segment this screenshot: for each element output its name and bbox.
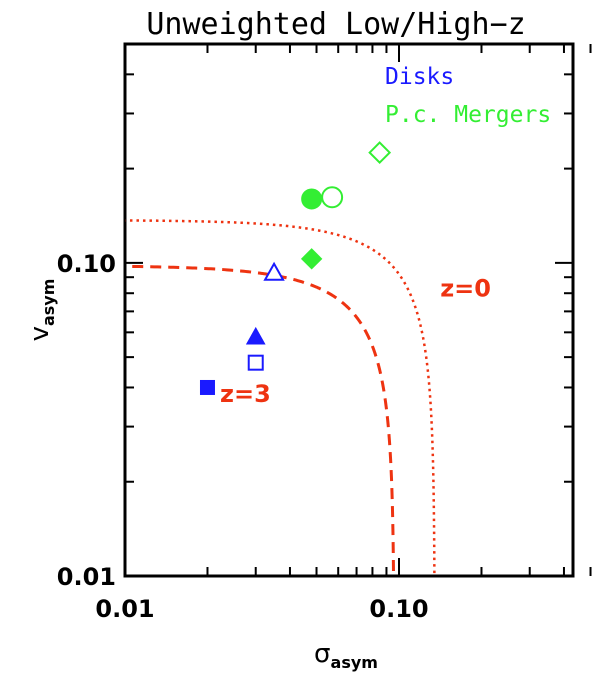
y-tick-label: 0.01 (57, 563, 116, 591)
legend: Disks P.c. Mergers (385, 64, 551, 128)
legend-item: P.c. Mergers (385, 102, 551, 128)
curve-z3 (126, 264, 395, 572)
tick-labels: 0.01 0.10 0.01 0.10 (57, 250, 429, 623)
plot-frame (123, 42, 575, 578)
y-axis-subscript: asym (39, 279, 58, 326)
open-diamond-marker (368, 141, 392, 165)
y-axis-symbol: v (25, 326, 55, 341)
curve-label: z=3 (220, 380, 271, 408)
x-axis-symbol: σ (314, 639, 330, 669)
curve-label: z=0 (440, 275, 491, 303)
axis-ticks (124, 43, 592, 577)
y-tick-label: 0.10 (57, 250, 116, 278)
x-tick-label: 0.01 (95, 595, 154, 623)
filled-circle-marker (301, 188, 323, 210)
filled-square-marker (199, 379, 215, 395)
x-axis-label: σasym (314, 639, 378, 672)
x-axis-subscript: asym (331, 653, 378, 672)
x-tick-label: 0.10 (369, 595, 428, 623)
open-circle-marker (321, 186, 344, 209)
curve-labels: z=0 z=3 (220, 275, 491, 408)
y-axis-label: vasym (25, 279, 58, 342)
filled-diamond-marker (300, 248, 323, 270)
threshold-curves (125, 219, 436, 574)
open-triangle-marker (263, 261, 285, 281)
chart-title: Unweighted Low/High−z (146, 7, 525, 42)
legend-item: Disks (385, 64, 454, 90)
filled-triangle-marker (245, 326, 266, 345)
open-square-marker (247, 354, 264, 371)
data-points (199, 141, 392, 395)
curve-z0 (125, 219, 436, 574)
